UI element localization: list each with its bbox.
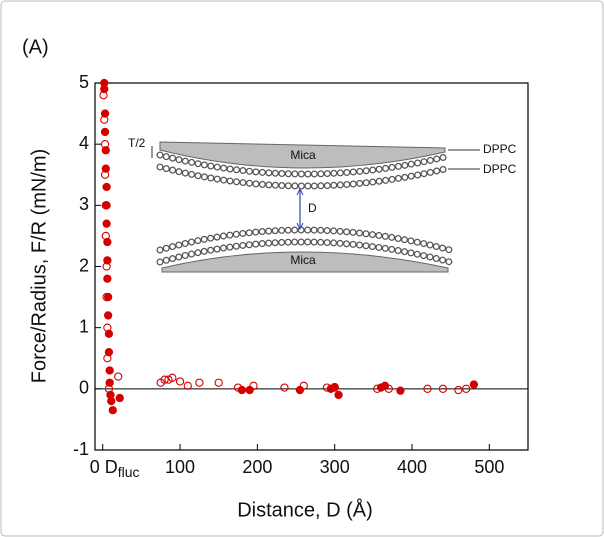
panel-label: (A) bbox=[22, 36, 49, 58]
inset-label: DPPC bbox=[483, 142, 517, 156]
data-point bbox=[104, 347, 114, 357]
bilayer bbox=[157, 227, 453, 253]
bilayer bbox=[157, 239, 453, 265]
inset-label: DPPC bbox=[483, 162, 517, 176]
data-point bbox=[103, 237, 112, 247]
data-point bbox=[105, 378, 114, 387]
data-point bbox=[469, 380, 479, 389]
data-point bbox=[295, 385, 305, 395]
data-point bbox=[299, 381, 308, 390]
data-point bbox=[108, 406, 117, 415]
x-tick-label: 100 bbox=[165, 457, 195, 477]
data-point bbox=[103, 354, 112, 363]
data-point bbox=[100, 170, 110, 179]
data-point bbox=[396, 386, 405, 395]
y-tick-label: 0 bbox=[79, 378, 89, 398]
data-point bbox=[114, 372, 123, 381]
data-point bbox=[454, 385, 463, 395]
mica-top bbox=[159, 141, 446, 169]
x-tick-label: 300 bbox=[320, 457, 350, 477]
data-point bbox=[438, 384, 448, 393]
data-point bbox=[373, 384, 382, 393]
data-point bbox=[183, 381, 192, 390]
data-point bbox=[330, 382, 339, 392]
annotation-sub: fluc bbox=[118, 464, 140, 480]
data-point bbox=[102, 262, 111, 271]
y-tick-label: -1 bbox=[73, 439, 89, 459]
data-point bbox=[100, 84, 109, 94]
data-point bbox=[100, 127, 110, 137]
data-point bbox=[99, 91, 108, 100]
data-point bbox=[160, 375, 169, 384]
data-point bbox=[103, 323, 112, 332]
data-point bbox=[103, 311, 113, 320]
data-point bbox=[102, 182, 111, 192]
data-point bbox=[101, 201, 110, 210]
data-point bbox=[107, 396, 116, 406]
x-tick-label: 500 bbox=[474, 457, 504, 477]
inset-label: Mica bbox=[290, 148, 316, 162]
data-point bbox=[461, 384, 471, 393]
data-point bbox=[214, 378, 223, 387]
y-tick-label: 1 bbox=[79, 316, 89, 336]
y-axis-label: Force/Radius, F/R (mN/m) bbox=[28, 149, 50, 383]
inset-label: Mica bbox=[290, 253, 316, 267]
y-tick-label: 5 bbox=[79, 72, 89, 92]
data-point bbox=[101, 164, 110, 173]
data-point bbox=[245, 385, 254, 395]
data-point bbox=[103, 256, 112, 265]
data-point bbox=[104, 329, 114, 338]
data-point bbox=[384, 384, 393, 393]
data-point bbox=[423, 384, 432, 393]
mica-bottom bbox=[161, 251, 449, 273]
data-point bbox=[102, 292, 111, 302]
inset-label: D bbox=[308, 201, 317, 215]
data-point bbox=[100, 115, 109, 124]
data-point bbox=[100, 109, 110, 118]
data-point bbox=[104, 384, 114, 393]
data-point bbox=[334, 390, 343, 400]
annotation: Dfluc bbox=[105, 457, 140, 480]
data-point bbox=[195, 378, 204, 387]
x-tick-label: 400 bbox=[397, 457, 427, 477]
inset-diagram: Mica Mica DPPC DPPC T/2 D bbox=[128, 136, 517, 273]
data-point bbox=[280, 383, 289, 392]
inset-label: T/2 bbox=[128, 136, 146, 150]
x-axis-label: Distance, D (Å) bbox=[237, 498, 373, 521]
x-tick-label: 200 bbox=[242, 457, 272, 477]
data-point bbox=[164, 375, 173, 384]
y-tick-label: 3 bbox=[79, 194, 89, 214]
gap-arrowheads bbox=[296, 187, 304, 231]
data-point bbox=[101, 231, 110, 241]
data-point bbox=[100, 140, 110, 149]
data-point bbox=[233, 383, 243, 392]
bilayer bbox=[157, 164, 448, 189]
data-point bbox=[249, 381, 258, 390]
bilayer bbox=[157, 152, 448, 177]
data-point bbox=[105, 366, 114, 375]
y-tick-label: 4 bbox=[79, 133, 89, 153]
data-point bbox=[102, 219, 111, 228]
data-point bbox=[322, 383, 332, 392]
data-point bbox=[103, 274, 112, 283]
x-tick-label: 0 bbox=[90, 457, 100, 477]
data-point bbox=[101, 146, 110, 155]
data-point bbox=[168, 373, 177, 382]
data-point bbox=[175, 377, 185, 386]
y-tick-label: 2 bbox=[79, 255, 89, 275]
data-point bbox=[115, 393, 124, 403]
annotation-main: D bbox=[105, 457, 118, 477]
